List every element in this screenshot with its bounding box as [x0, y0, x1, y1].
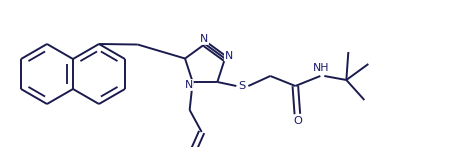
Text: S: S — [238, 81, 246, 91]
Text: NH: NH — [313, 63, 329, 73]
Text: N: N — [200, 34, 208, 44]
Text: N: N — [184, 80, 193, 90]
Text: N: N — [225, 51, 233, 61]
Text: O: O — [293, 116, 302, 126]
